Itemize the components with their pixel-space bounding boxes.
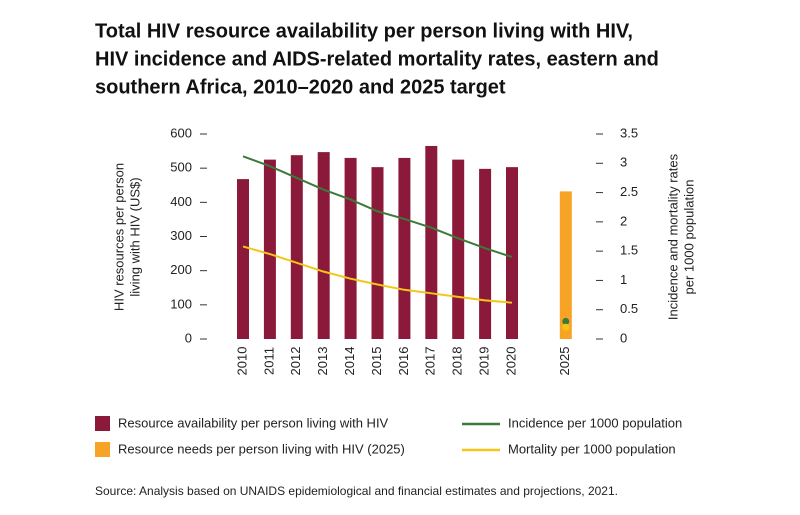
y-tick-label: 0	[185, 330, 192, 345]
y-tick-label: 500	[170, 160, 192, 175]
target-point	[562, 317, 570, 325]
x-tick-label: 2016	[396, 347, 411, 376]
y2-tick-label: 0	[620, 330, 627, 345]
y2-tick-label: 1	[620, 272, 627, 287]
line-series	[242, 155, 513, 258]
bar	[263, 159, 276, 339]
y-axis-label: living with HIV (US$)	[127, 177, 142, 296]
source-note: Source: Analysis based on UNAIDS epidemi…	[95, 484, 618, 498]
y-tick-label: 300	[170, 228, 192, 243]
y2-tick-label: 1.5	[620, 243, 638, 258]
legend-swatch	[95, 442, 110, 457]
bar	[317, 152, 330, 339]
bar	[237, 179, 249, 339]
y2-axis-label: per 1000 population	[681, 180, 696, 295]
y-tick-label: 600	[170, 125, 192, 140]
legend-label: Resource availability per person living …	[118, 415, 389, 430]
bar	[559, 191, 572, 339]
x-tick-label: 2011	[261, 347, 276, 375]
legend-label: Mortality per 1000 population	[508, 441, 676, 456]
legend-label: Resource needs per person living with HI…	[118, 441, 405, 456]
bar	[290, 155, 303, 339]
legend-swatch	[95, 416, 110, 431]
target-point	[562, 323, 570, 331]
x-tick-label: 2015	[369, 347, 384, 376]
y2-tick-label: 2	[620, 213, 627, 228]
legend-label: Incidence per 1000 population	[508, 415, 682, 430]
y-axis-label: HIV resources per person	[111, 163, 126, 311]
bar	[425, 145, 438, 339]
chart-title: southern Africa, 2010–2020 and 2025 targ…	[95, 76, 506, 98]
bar	[398, 157, 411, 339]
y2-axis-label: Incidence and mortality rates	[665, 153, 680, 320]
bar	[506, 167, 518, 339]
y-tick-label: 400	[170, 194, 192, 209]
x-tick-label: 2020	[503, 347, 518, 376]
x-tick-label: 2012	[288, 347, 303, 376]
y-tick-label: 200	[170, 262, 192, 277]
x-tick-label: 2014	[342, 347, 357, 376]
line-series	[242, 245, 513, 304]
x-tick-label: 2013	[315, 347, 330, 376]
y2-tick-label: 0.5	[620, 301, 638, 316]
bar	[452, 159, 465, 339]
x-tick-label: 2025	[557, 347, 572, 376]
chart-title: HIV incidence and AIDS-related mortality…	[95, 48, 659, 70]
y-tick-label: 100	[170, 296, 192, 311]
bar	[344, 157, 357, 339]
bar	[479, 168, 492, 339]
chart-title: Total HIV resource availability per pers…	[95, 20, 633, 42]
y2-tick-label: 2.5	[620, 184, 638, 199]
x-tick-label: 2017	[423, 347, 438, 376]
bar	[371, 167, 384, 339]
x-tick-label: 2018	[450, 347, 465, 376]
y2-tick-label: 3	[620, 155, 627, 170]
x-tick-label: 2019	[477, 347, 492, 376]
x-tick-label: 2010	[234, 347, 249, 376]
y2-tick-label: 3.5	[620, 125, 638, 140]
